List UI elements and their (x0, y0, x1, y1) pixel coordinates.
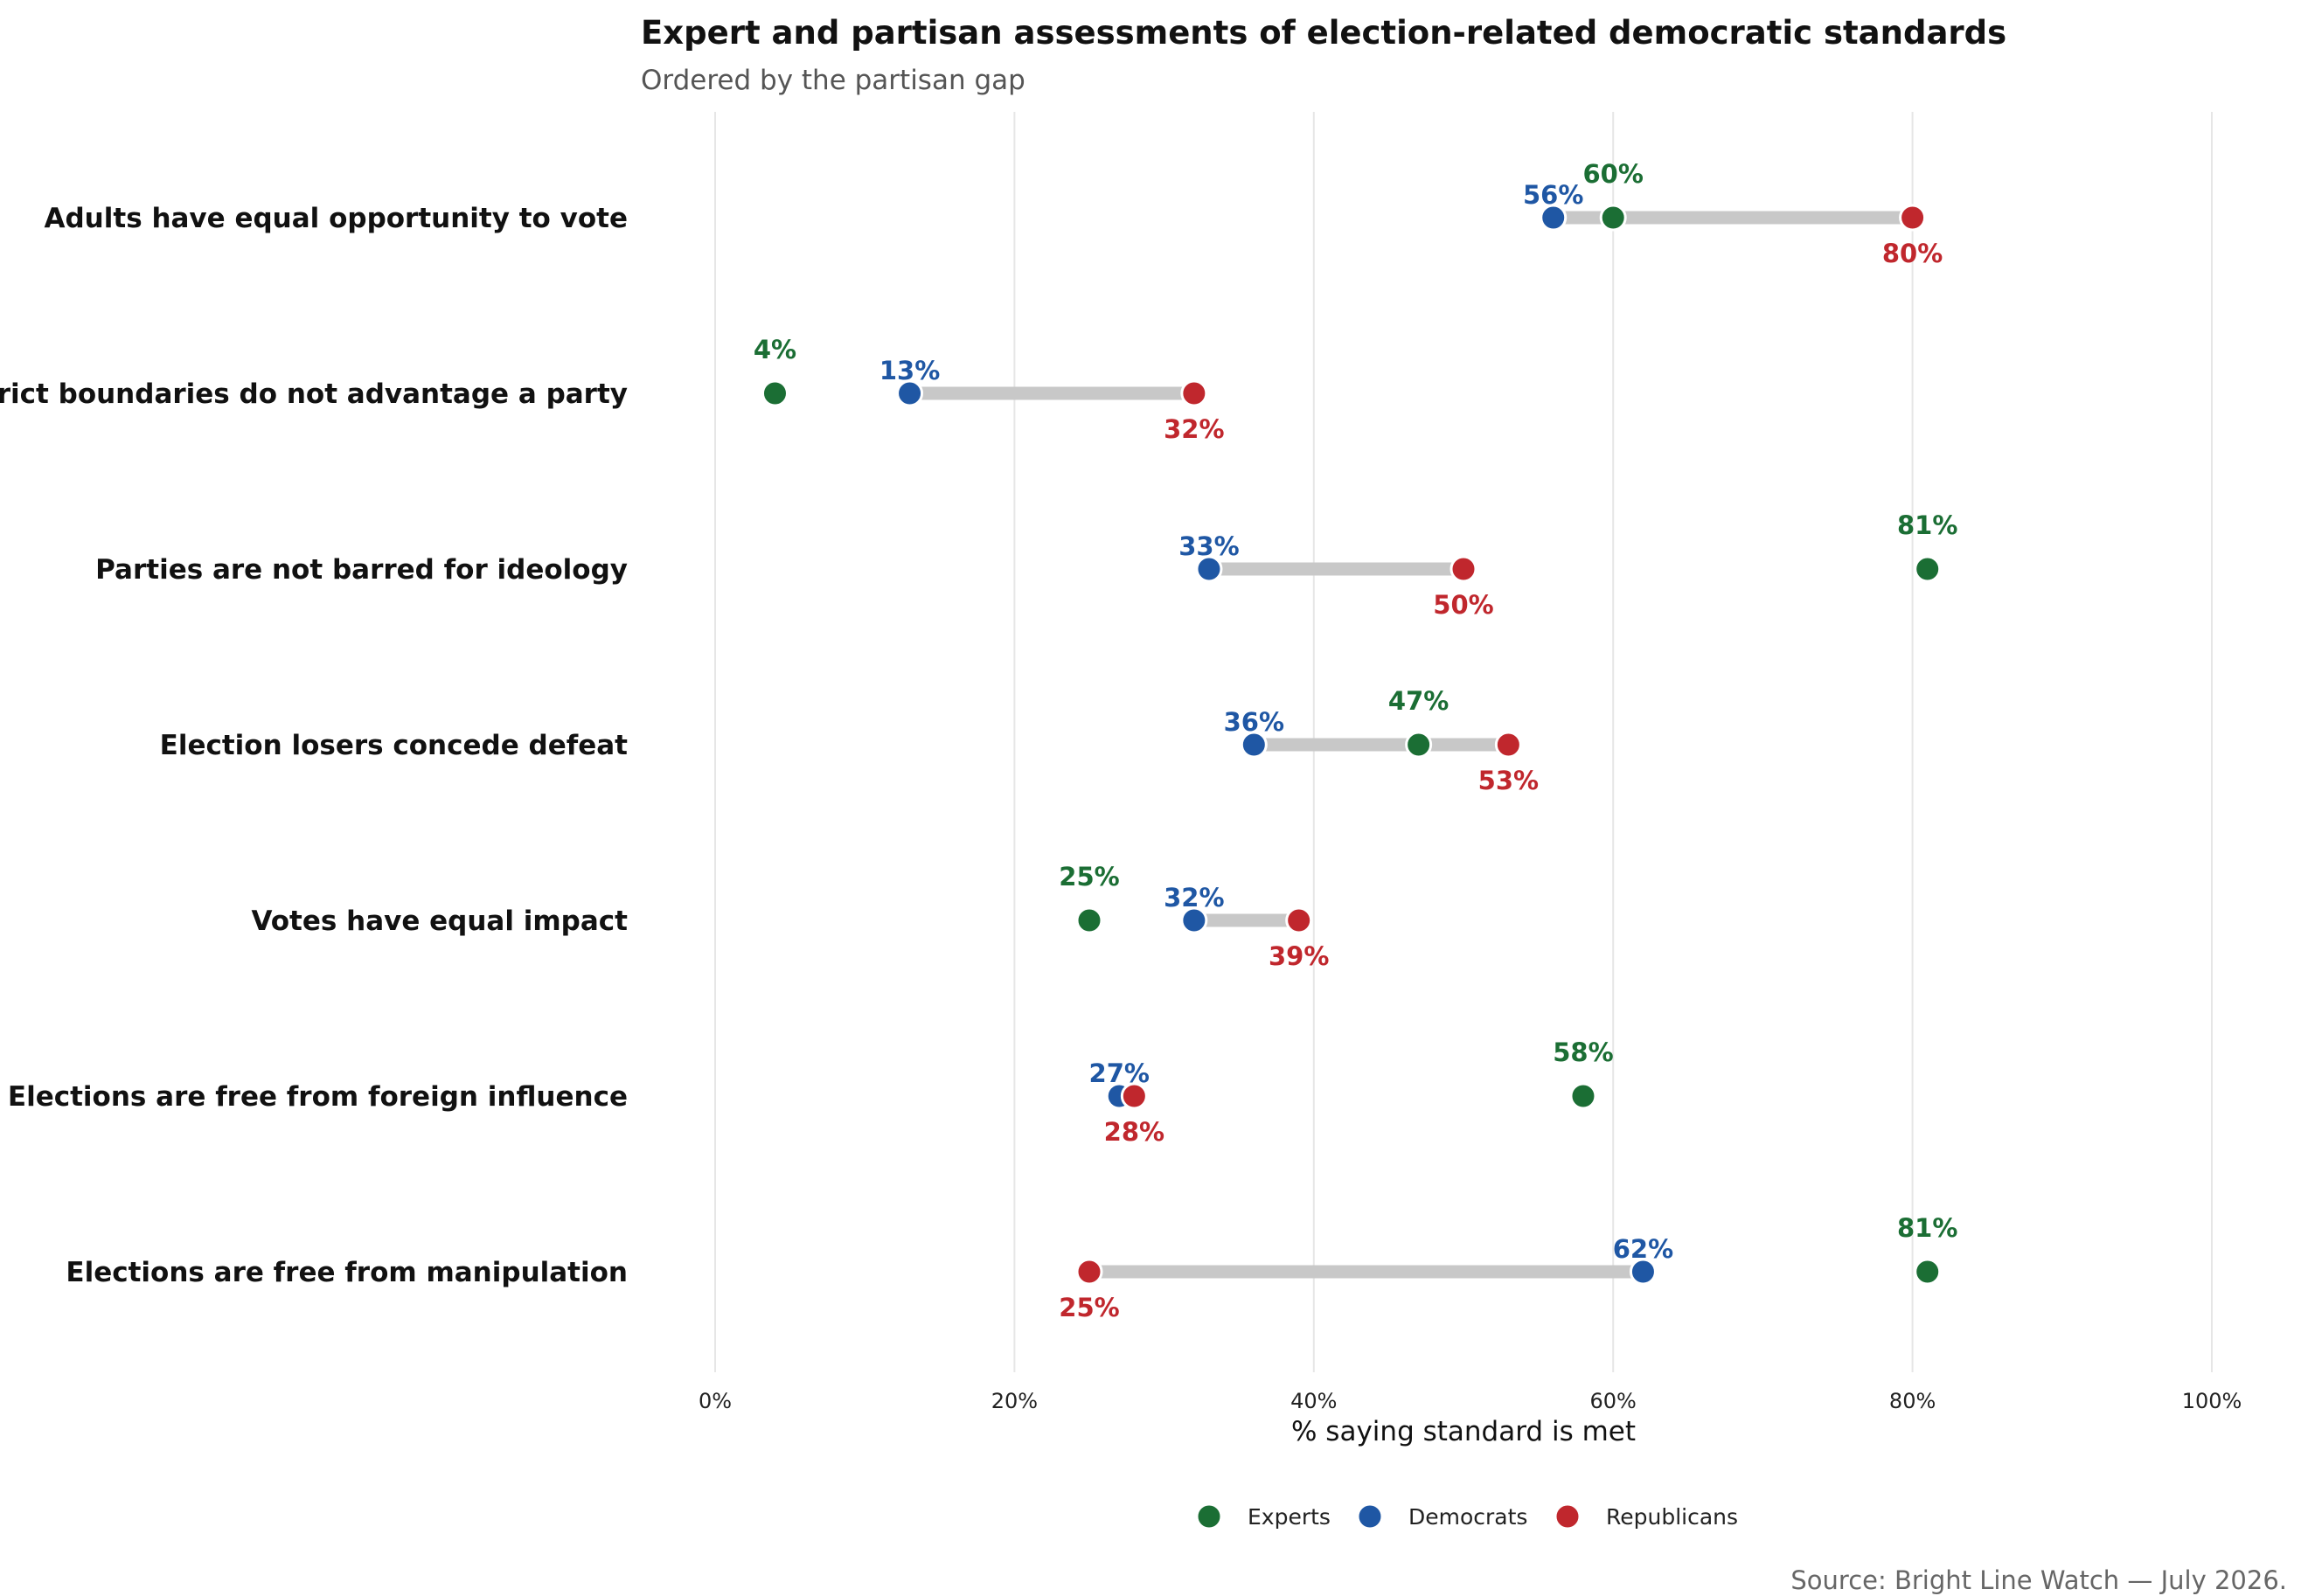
legend-label: Experts (1248, 1504, 1331, 1530)
democrats-point (896, 379, 924, 407)
x-axis-tick-labels: 0% 20% 40% 60% 80% 100% (699, 1389, 2242, 1413)
x-axis-title: % saying standard is met (1291, 1416, 1636, 1447)
republicans-point (1449, 555, 1477, 583)
x-tick-label: 100% (2182, 1389, 2242, 1413)
republicans-point (1075, 1258, 1103, 1286)
republicans-point (1180, 379, 1208, 407)
experts-point (1405, 731, 1433, 759)
category-label: District boundaries do not advantage a p… (0, 378, 628, 410)
experts-value-label: 25% (1059, 862, 1119, 892)
experts-value-label: 4% (754, 335, 796, 364)
data-points (761, 204, 1942, 1286)
republicans-point (1494, 731, 1522, 759)
category-label: Elections are free from manipulation (66, 1257, 628, 1288)
experts-value-label: 81% (1897, 510, 1957, 540)
category-label: Elections are free from foreign influenc… (8, 1081, 628, 1113)
experts-point (1914, 555, 1942, 583)
experts-legend-key (1195, 1502, 1223, 1530)
democrats-value-label: 33% (1178, 531, 1239, 561)
experts-value-label: 60% (1582, 159, 1643, 189)
republicans-value-label: 32% (1164, 414, 1224, 444)
democrats-value-label: 56% (1523, 180, 1583, 210)
x-tick-label: 80% (1889, 1389, 1936, 1413)
republicans-legend-key (1554, 1502, 1582, 1530)
value-labels: 60%56% 80% 4% 13% 32% 81% 33% 50% 47% 36% 53% 25% 32… (754, 159, 1958, 1322)
democrats-point (1240, 731, 1268, 759)
democrats-legend-key (1356, 1502, 1384, 1530)
legend-label: Republicans (1606, 1504, 1738, 1530)
x-tick-label: 0% (699, 1389, 732, 1413)
republicans-value-label: 50% (1433, 590, 1493, 620)
experts-value-label: 47% (1388, 686, 1449, 716)
x-tick-label: 40% (1290, 1389, 1337, 1413)
republicans-value-label: 80% (1882, 239, 1943, 268)
legend-label: Democrats (1408, 1504, 1527, 1530)
experts-point (1075, 906, 1103, 934)
republicans-point (1899, 204, 1927, 232)
category-labels: Adults have equal opportunity to vote Dis… (0, 203, 628, 1288)
democrats-point (1195, 555, 1223, 583)
chart-subtitle: Ordered by the partisan gap (641, 65, 1025, 96)
x-tick-label: 60% (1590, 1389, 1637, 1413)
democrats-point (1629, 1258, 1657, 1286)
legend: Experts Democrats Republicans (1195, 1502, 1738, 1530)
category-label: Votes have equal impact (251, 906, 628, 937)
category-label: Parties are not barred for ideology (95, 554, 628, 586)
category-label: Election losers concede defeat (160, 730, 629, 761)
chart-title: Expert and partisan assessments of elect… (641, 14, 2006, 52)
democrats-value-label: 27% (1089, 1058, 1150, 1088)
experts-point (1914, 1258, 1942, 1286)
republicans-value-label: 53% (1478, 766, 1539, 795)
source-caption: Source: Bright Line Watch — July 2026. (1790, 1565, 2287, 1595)
republicans-value-label: 25% (1059, 1293, 1119, 1322)
democrats-value-label: 13% (879, 356, 940, 385)
democrats-point (1180, 906, 1208, 934)
republicans-point (1120, 1082, 1148, 1110)
republicans-value-label: 39% (1269, 941, 1329, 971)
experts-value-label: 58% (1553, 1037, 1613, 1067)
experts-point (1569, 1082, 1597, 1110)
x-tick-label: 20% (991, 1389, 1038, 1413)
democrats-value-label: 36% (1224, 707, 1284, 737)
democrats-point (1540, 204, 1568, 232)
experts-point (761, 379, 789, 407)
democrats-value-label: 32% (1164, 883, 1224, 912)
category-label: Adults have equal opportunity to vote (45, 203, 629, 234)
experts-value-label: 81% (1897, 1213, 1957, 1243)
experts-point (1599, 204, 1627, 232)
republicans-point (1285, 906, 1313, 934)
republicans-value-label: 28% (1104, 1117, 1164, 1147)
democrats-value-label: 62% (1613, 1234, 1673, 1264)
